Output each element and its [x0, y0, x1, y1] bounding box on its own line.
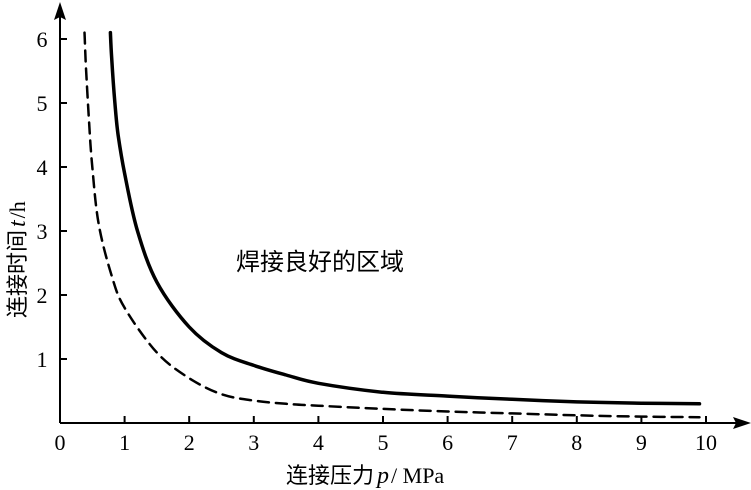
x-tick-label: 9: [636, 430, 647, 455]
solid-boundary-curve: [108, 30, 702, 406]
x-axis-unit: / MPa: [391, 463, 444, 488]
y-axis-arrow: [54, 2, 66, 20]
y-ticks: 1 2 3 4 5 6: [37, 27, 67, 372]
x-axis-variable: p: [375, 463, 389, 489]
axes: [54, 2, 751, 429]
x-tick-label: 5: [378, 430, 389, 455]
y-tick-label: 3: [37, 219, 48, 244]
x-tick-label: 10: [695, 430, 717, 455]
dashed-boundary-curve: [83, 31, 701, 419]
y-axis-variable: t: [5, 219, 31, 227]
region-annotation: 焊接良好的区域: [236, 248, 404, 276]
x-axis-label: 连接压力: [286, 464, 374, 489]
x-tick-label: 1: [119, 430, 130, 455]
x-tick-label: 4: [313, 430, 324, 455]
y-tick-label: 1: [37, 347, 48, 372]
x-tick-label: 7: [507, 430, 518, 455]
y-axis-title: 连接时间 t/h: [5, 201, 31, 318]
x-tick-label: 3: [248, 430, 259, 455]
y-tick-label: 5: [37, 91, 48, 116]
x-axis-arrow: [733, 417, 751, 429]
y-tick-label: 6: [37, 27, 48, 52]
x-tick-label: 8: [571, 430, 582, 455]
x-ticks: 0 1 2 3 4 5 6 7 8 9 10: [55, 416, 717, 455]
x-tick-label: 6: [442, 430, 453, 455]
series-group: [83, 30, 702, 419]
y-axis-unit: /h: [5, 201, 30, 218]
y-axis-label: 连接时间: [6, 230, 31, 318]
x-axis-title: 连接压力 p/ MPa: [286, 463, 444, 489]
x-tick-label: 0: [55, 430, 66, 455]
x-tick-label: 2: [184, 430, 195, 455]
y-tick-label: 2: [37, 283, 48, 308]
y-tick-label: 4: [37, 155, 48, 180]
